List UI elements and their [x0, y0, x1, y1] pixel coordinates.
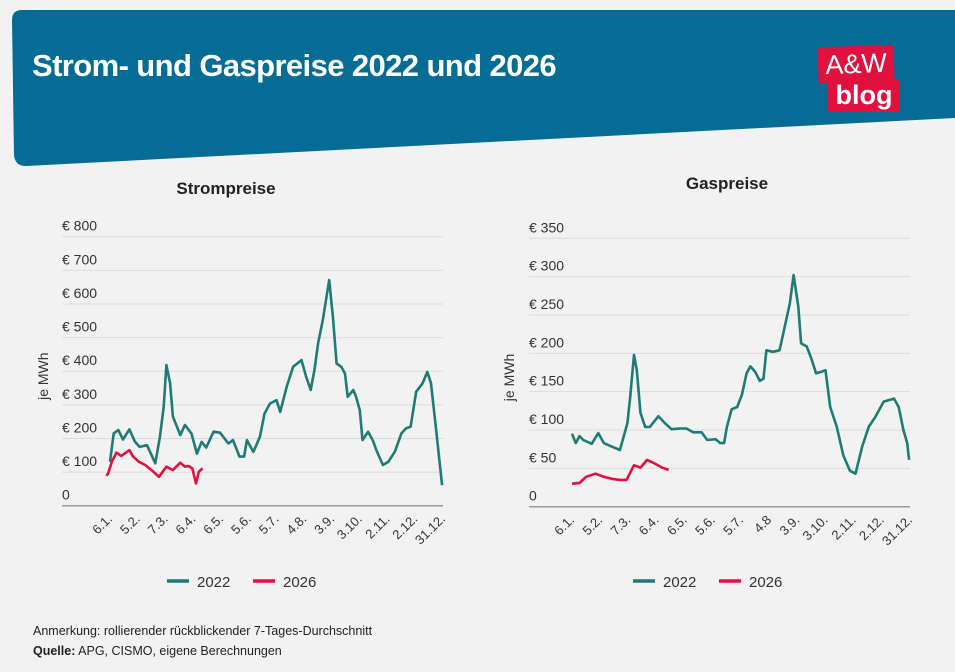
- x-tick-label: 2.11.: [828, 512, 858, 542]
- legend-label-2026: 2026: [283, 574, 316, 591]
- series-line-2026: [105, 448, 204, 485]
- x-tick-label: 6.1.: [551, 512, 577, 538]
- y-axis-label: je MWh: [501, 354, 517, 402]
- y-tick-label: € 500: [62, 319, 97, 335]
- y-tick-label: € 100: [62, 453, 97, 469]
- source-label: Quelle:: [33, 644, 76, 658]
- source-text: APG, CISMO, eigene Berechnungen: [75, 644, 282, 658]
- y-tick-label: € 50: [529, 449, 556, 465]
- y-tick-label: € 350: [529, 219, 564, 235]
- series-line-2022: [570, 273, 911, 475]
- header-banner: [12, 10, 955, 166]
- y-tick-label: 0: [62, 487, 70, 503]
- page-title: Strom- und Gaspreise 2022 und 2026: [32, 48, 557, 83]
- y-tick-label: € 100: [529, 411, 564, 427]
- x-tick-label: 7.3.: [608, 512, 634, 538]
- series-line-2022: [108, 278, 444, 486]
- y-tick-label: € 250: [529, 296, 564, 312]
- y-tick-label: € 300: [529, 258, 564, 274]
- logo-blog: blog: [828, 80, 900, 112]
- x-tick-label: 5.2.: [579, 512, 605, 538]
- x-tick-label: 3.9.: [777, 512, 803, 538]
- y-tick-label: 0: [529, 488, 537, 504]
- source-line: Quelle: APG, CISMO, eigene Berechnungen: [33, 644, 282, 658]
- legend-label-2022: 2022: [663, 574, 696, 591]
- y-tick-label: € 200: [62, 419, 97, 435]
- y-axis-label: je MWh: [35, 352, 51, 400]
- x-tick-label: 6.5.: [664, 512, 690, 538]
- x-tick-label: 6.4.: [636, 512, 662, 538]
- x-tick-label: 5.6.: [692, 512, 718, 538]
- series-line-2026: [571, 458, 670, 485]
- footnote: Anmerkung: rollierender rückblickender 7…: [33, 624, 373, 638]
- y-tick-label: € 150: [529, 373, 564, 389]
- y-tick-label: € 400: [62, 352, 97, 368]
- chart-title: Strompreise: [176, 179, 275, 198]
- chart-title: Gaspreise: [686, 174, 768, 193]
- x-tick-label: 4.8: [751, 512, 774, 535]
- y-tick-label: € 200: [529, 334, 564, 350]
- y-tick-label: € 800: [62, 218, 97, 234]
- x-tick-label: 3.10.: [800, 512, 831, 543]
- x-tick-label: 31.12.: [879, 512, 915, 548]
- y-tick-label: € 700: [62, 251, 97, 267]
- x-tick-label: 5.7.: [720, 512, 746, 538]
- y-tick-label: € 600: [62, 285, 97, 301]
- legend-label-2022: 2022: [197, 574, 230, 591]
- legend-label-2026: 2026: [749, 574, 782, 591]
- y-tick-label: € 300: [62, 386, 97, 402]
